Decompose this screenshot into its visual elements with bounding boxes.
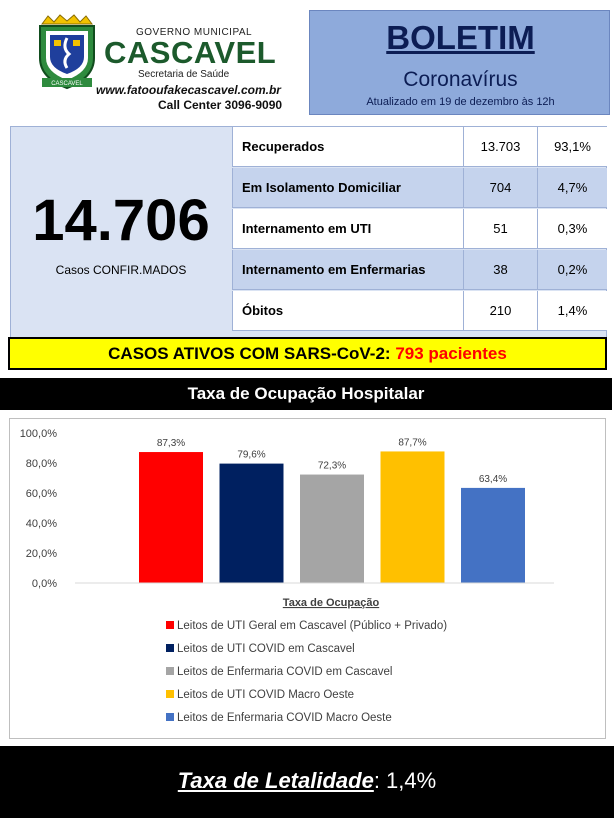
bar-data-label: 63,4% [479, 474, 507, 485]
lethality-rate: Taxa de Letalidade: 1,4% [0, 768, 614, 794]
row-label: Óbitos [232, 291, 463, 331]
bulletin-subtitle: Coronavírus [403, 68, 518, 91]
row-label: Em Isolamento Domiciliar [232, 168, 463, 208]
row-percent: 0,2% [537, 250, 607, 290]
y-tick-label: 80,0% [26, 458, 57, 470]
legend-entry: Leitos de Enfermaria COVID Macro Oeste [177, 712, 392, 724]
legend-swatch [166, 621, 174, 629]
legend-swatch [166, 644, 174, 652]
confirmed-cases-value: 14.706 [32, 188, 210, 253]
active-cases-label: CASOS ATIVOS COM SARS-CoV-2: [108, 344, 391, 363]
active-cases-value: 793 pacientes [395, 344, 507, 363]
row-count: 51 [463, 209, 537, 249]
legend-entry: Leitos de Enfermaria COVID em Cascavel [177, 666, 392, 678]
row-count: 13.703 [463, 127, 537, 167]
legend-entry: Leitos de UTI COVID em Cascavel [177, 643, 355, 655]
row-label: Internamento em Enfermarias [232, 250, 463, 290]
bulletin-updated: Atualizado em 19 de dezembro às 12h [366, 96, 555, 108]
row-label: Recuperados [232, 127, 463, 167]
legend: Leitos de UTI Geral em Cascavel (Público… [166, 620, 447, 724]
bar [380, 451, 445, 583]
website-link[interactable]: www.fatooufakecascavel.com.br [96, 83, 281, 97]
bar [219, 463, 284, 583]
bar-data-label: 87,3% [157, 438, 185, 449]
row-label: Internamento em UTI [232, 209, 463, 249]
bar-data-label: 79,6% [237, 450, 265, 461]
row-count: 38 [463, 250, 537, 290]
bar [300, 474, 364, 583]
table-row: Internamento em Enfermarias 38 0,2% [232, 250, 607, 290]
row-count: 210 [463, 291, 537, 331]
bar [139, 452, 203, 583]
confirmed-cases-label: Casos CONFIR.MADOS [55, 263, 187, 277]
legend-entry: Leitos de UTI COVID Macro Oeste [177, 689, 354, 701]
table-row: Recuperados 13.703 93,1% [232, 127, 607, 167]
occupancy-bar-chart: 0,0% 20,0% 40,0% 60,0% 80,0% 100,0% 87,3% 79,6… [20, 428, 554, 724]
cascavel-coat-of-arms-icon: CASCAVEL [39, 14, 95, 90]
occupancy-title: Taxa de Ocupação Hospitalar [0, 378, 612, 410]
legend-swatch [166, 667, 174, 675]
bar-data-label: 72,3% [318, 461, 346, 472]
y-tick-label: 100,0% [20, 428, 58, 440]
bulletin-title: BOLETIM [386, 19, 535, 56]
y-tick-label: 0,0% [32, 578, 57, 590]
city-name: CASCAVEL [104, 35, 277, 70]
y-axis: 0,0% 20,0% 40,0% 60,0% 80,0% 100,0% [20, 428, 58, 590]
legend-swatch [166, 690, 174, 698]
bulletin-box: BOLETIM Coronavírus Atualizado em 19 de … [309, 10, 610, 115]
bars: 87,3% 79,6% 72,3% 87,7% 63,4% [139, 437, 525, 583]
y-tick-label: 60,0% [26, 488, 57, 500]
table-row: Óbitos 210 1,4% [232, 291, 607, 331]
row-percent: 4,7% [537, 168, 607, 208]
legend-swatch [166, 713, 174, 721]
lethality-value: : 1,4% [373, 768, 437, 793]
legend-entry: Leitos de UTI Geral em Cascavel (Público… [177, 620, 447, 632]
y-tick-label: 40,0% [26, 518, 57, 530]
department-label: Secretaria de Saúde [138, 69, 230, 80]
call-center-label: Call Center 3096-9090 [158, 98, 283, 112]
government-label: GOVERNO MUNICIPAL [136, 27, 253, 38]
bar [461, 487, 525, 583]
stats-table: 14.706 Casos CONFIR.MADOS Recuperados 13… [10, 126, 607, 344]
table-row: Em Isolamento Domiciliar 704 4,7% [232, 168, 607, 208]
x-axis-label: Taxa de Ocupação [283, 597, 380, 609]
row-percent: 93,1% [537, 127, 607, 167]
table-row: Internamento em UTI 51 0,3% [232, 209, 607, 249]
lethality-label: Taxa de Letalidade [177, 768, 374, 793]
row-count: 704 [463, 168, 537, 208]
footer-bar [0, 746, 614, 818]
row-percent: 0,3% [537, 209, 607, 249]
bar-data-label: 87,7% [398, 437, 426, 448]
row-percent: 1,4% [537, 291, 607, 331]
y-tick-label: 20,0% [26, 548, 57, 560]
logo-text: CASCAVEL [51, 81, 83, 87]
active-cases-banner: CASOS ATIVOS COM SARS-CoV-2: 793 pacient… [8, 337, 607, 370]
